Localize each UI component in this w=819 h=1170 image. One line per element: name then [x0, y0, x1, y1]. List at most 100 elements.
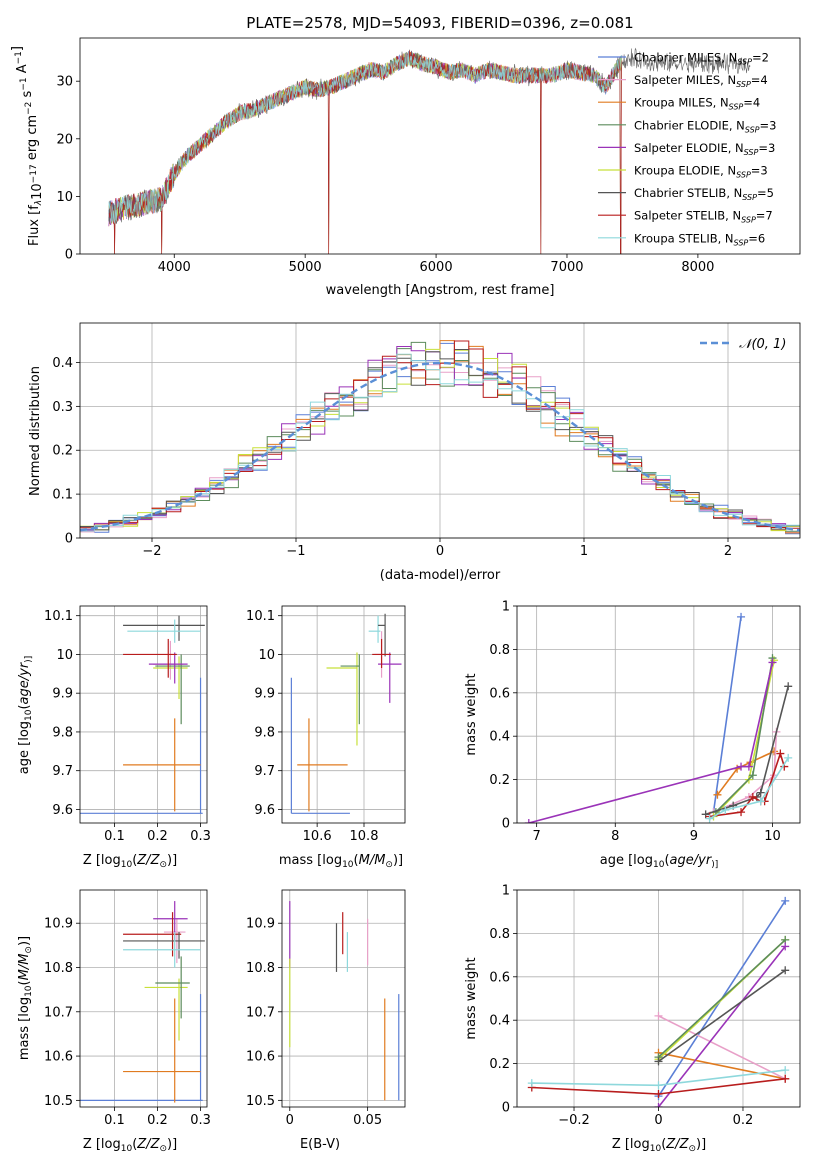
label-part: Z [log	[83, 1137, 121, 1152]
residuals-axes: −2 −1 0 1 2 0 0.1 0.2 0.3 0.4	[52, 323, 800, 559]
age-vs-Z-xtick-label: 0.3	[190, 829, 211, 844]
label-part: age [log	[600, 853, 653, 868]
residuals-frame	[79, 322, 801, 539]
age-vs-mass-frame	[281, 605, 406, 824]
spectrum-ytick-label: 10	[56, 190, 73, 205]
spectrum-xtick-label: 6000	[420, 260, 453, 275]
label-part: age/yr	[670, 853, 713, 868]
spectrum-ytick-label: 0	[65, 248, 73, 263]
mass-vs-EBV-ytick-label: 10.6	[246, 1050, 275, 1065]
histogram-series	[80, 340, 800, 537]
weight-vs-age-marker	[744, 762, 753, 771]
weight-vs-age-ytick-label: 0.8	[489, 643, 510, 658]
mass-vs-Z-frame	[79, 889, 208, 1108]
spectrum-ytick-label: 20	[56, 132, 73, 147]
label-part: (	[132, 853, 137, 868]
mass-vs-EBV-ytick-label: 10.7	[246, 1005, 275, 1020]
legend-nssp: =3	[760, 118, 777, 132]
label-part: )]	[393, 853, 403, 868]
legend-nssp: =4	[751, 73, 768, 87]
residuals-xtick-label: 0	[436, 544, 444, 559]
legend-name: Salpeter STELIB, N	[634, 209, 741, 223]
weight-vs-Z-marker	[781, 942, 790, 951]
label-part: 10	[30, 183, 45, 200]
spectrum-frame	[79, 37, 801, 255]
spectrum-title: PLATE=2578, MJD=54093, FIBERID=0396, z=0…	[246, 14, 633, 32]
weight-vs-Z-marker	[654, 1103, 663, 1107]
legend-entry-8: Kroupa STELIB, NSSP=6	[634, 231, 765, 247]
residuals-ytick-label: 0.1	[52, 488, 73, 503]
age-vs-Z-y-label: age [log10(age/yr)]	[17, 656, 34, 774]
weight-vs-age-marker	[748, 771, 757, 780]
mass-vs-Z-x-label: Z [log10(Z/Z⊙)]	[83, 1137, 177, 1154]
weight-vs-Z-x-label: Z [log10(Z/Z⊙)]	[612, 1137, 706, 1154]
weight-vs-age-marker	[721, 805, 730, 814]
weight-vs-Z-series-6	[658, 969, 786, 1063]
mass-vs-Z-axes: 0.1 0.2 0.3 10.5 10.6 10.7 10.8 10.9	[44, 890, 211, 1128]
mass-vs-Z-ytick-label: 10.8	[44, 961, 73, 976]
label-part: age [log	[17, 721, 32, 774]
weight-vs-age-marker	[756, 788, 765, 797]
label-part: s	[20, 90, 35, 101]
mass-vs-EBV-xtick-label: 0	[286, 1113, 294, 1128]
age-vs-Z-ytick-label: 9.9	[52, 687, 73, 702]
mass-vs-Z-ytick-label: 10.6	[44, 1050, 73, 1065]
label-part: )]	[17, 936, 32, 946]
weight-vs-age-axes: 7 8 9 10 0 0.2 0.4 0.6 0.8 1	[489, 600, 800, 844]
legend-name: Chabrier STELIB, N	[634, 186, 742, 200]
label-part: −2	[24, 102, 34, 115]
weight-vs-age-ytick-label: 0.6	[489, 686, 510, 701]
weight-vs-Z-ytick-label: 1	[502, 884, 510, 899]
weight-vs-age-lines	[524, 612, 793, 823]
label-part: (	[17, 980, 32, 985]
age-vs-Z-ytick-label: 9.6	[52, 803, 73, 818]
label-part: (	[354, 853, 359, 868]
legend-sub: SSP	[745, 125, 760, 134]
mass-vs-Z-y-label: mass [log10(M/M⊙)]	[17, 936, 34, 1060]
age-vs-Z-points	[80, 615, 205, 814]
legend-entry-7: Salpeter STELIB, NSSP=7	[634, 209, 773, 225]
mass-vs-EBV-ytick-label: 10.8	[246, 961, 275, 976]
age-vs-mass-axes: 10.6 10.8 9.6 9.7 9.8 9.9 10 10.1	[246, 606, 405, 844]
legend-entry-5: Kroupa ELODIE, NSSP=3	[634, 164, 768, 180]
weight-vs-age-marker	[768, 658, 777, 667]
label-part: Z [log	[612, 1137, 650, 1152]
label-part: 10	[653, 860, 665, 870]
legend-name: Chabrier ELODIE, N	[634, 118, 745, 132]
label-part: ⊙	[159, 1144, 167, 1154]
age-vs-mass-x-label: mass [log10(M/M⊙)]	[279, 853, 403, 870]
weight-vs-age-marker	[737, 808, 746, 817]
weight-vs-age-marker	[705, 814, 714, 823]
weight-vs-Z-marker	[781, 896, 790, 905]
legend-normal-label: 𝒩(0, 1)	[739, 337, 786, 352]
residuals-y-label: Normed distribution	[28, 366, 43, 496]
label-part: λ	[34, 200, 44, 206]
weight-vs-Z-series-4	[657, 939, 786, 1058]
age-vs-mass-ytick-label: 10	[258, 648, 275, 663]
weight-vs-age-marker	[776, 749, 785, 758]
label-part: Flux [f	[27, 205, 42, 246]
label-part: (	[661, 1137, 666, 1152]
mass-vs-EBV-points	[289, 901, 400, 1101]
label-part: ⊙	[688, 1144, 696, 1154]
weight-vs-age-marker	[713, 790, 722, 799]
legend-name: Salpeter ELODIE, N	[634, 141, 744, 155]
weight-vs-age-xtick-label: 7	[533, 829, 541, 844]
weight-vs-Z-ytick-label: 0.2	[489, 1057, 510, 1072]
spectrum-x-label: wavelength [Angstrom, rest frame]	[326, 283, 555, 298]
label-part: 10	[650, 1144, 662, 1154]
residuals-xtick-label: −2	[142, 544, 161, 559]
weight-vs-age-ytick-label: 0.4	[489, 730, 510, 745]
age-vs-mass-points	[290, 613, 402, 814]
weight-vs-Z-axes: −0.2 0 0.2 0 0.2 0.4 0.6 0.8 1	[489, 884, 800, 1128]
weight-vs-Z-frame	[516, 889, 801, 1108]
legend-name: Kroupa STELIB, N	[634, 231, 734, 245]
legend-sub: SSP	[736, 80, 751, 89]
label-part: ]	[10, 46, 25, 51]
residuals-ytick-label: 0.2	[52, 444, 73, 459]
mass-vs-Z-ytick-label: 10.5	[44, 1094, 73, 1109]
residuals-xtick-label: 2	[724, 544, 732, 559]
weight-vs-Z-y-label: mass weight	[464, 957, 479, 1039]
weight-vs-age-ytick-label: 0.2	[489, 773, 510, 788]
